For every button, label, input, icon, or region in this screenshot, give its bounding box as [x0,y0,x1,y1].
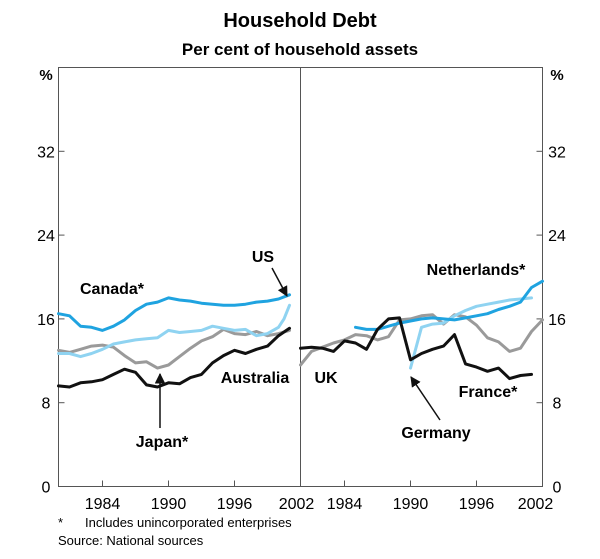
arrow-us [271,267,288,297]
y-unit-right: % [550,67,563,84]
footnote-text: Includes unincorporated enterprises [85,515,292,530]
source-note: Source: National sources [58,533,204,548]
series-labels: Canada* US Australia Japan* Netherlands* UK Fr… [80,249,526,451]
x-tick-label-right-2002: 2002 [518,496,554,513]
y-tick-label-right-0: 0 [553,480,562,497]
series-line-left-us [57,303,291,359]
x-tick-label-left-1990: 1990 [151,496,187,513]
y-tick-label-right-16: 16 [548,312,566,329]
series-label-france: France* [459,384,518,401]
chart-subtitle: Per cent of household assets [182,40,418,59]
series-line-right-germany [409,296,533,370]
series-line-right-netherlands [354,279,544,331]
series-label-us: US [252,249,275,266]
series-label-netherlands: Netherlands* [427,262,526,279]
x-tick-label-left-1984: 1984 [85,496,121,513]
chart-title: Household Debt [223,10,377,32]
series-label-japan: Japan* [136,434,189,451]
x-tick-label-right-1996: 1996 [459,496,495,513]
y-tick-label-right-8: 8 [553,396,562,413]
footnote-marker: * [58,515,64,530]
y-tick-label-right-24: 24 [548,228,566,245]
y-tick-label-left-32: 32 [37,144,55,161]
y-unit-left: % [39,67,52,84]
y-axis-right: 0 8 16 24 32 [536,144,566,497]
series-layer [57,279,544,389]
footnote-unincorporated: * Includes unincorporated enterprises [58,515,292,530]
y-tick-label-left-24: 24 [37,228,55,245]
series-label-australia: Australia [221,370,290,387]
y-tick-label-right-32: 32 [548,144,566,161]
series-line-left-japan [57,326,291,389]
x-tick-label-left-2002: 2002 [279,496,315,513]
y-tick-label-left-16: 16 [37,312,55,329]
series-line-right-france [299,316,533,381]
series-label-canada: Canada* [80,281,145,298]
x-tick-label-left-1996: 1996 [217,496,253,513]
y-axis-left: 0 8 16 24 32 [37,144,65,497]
y-tick-label-left-0: 0 [42,480,51,497]
series-label-germany: Germany [401,425,470,442]
arrow-germany [410,376,441,421]
x-tick-label-right-1984: 1984 [327,496,363,513]
series-line-right-uk [299,313,544,367]
x-axis: 1984 1990 1996 2002 1984 1990 1996 2002 [85,480,554,513]
x-tick-label-right-1990: 1990 [393,496,429,513]
series-line-left-canada [57,293,291,332]
y-tick-label-left-8: 8 [42,396,51,413]
series-label-uk: UK [314,370,338,387]
